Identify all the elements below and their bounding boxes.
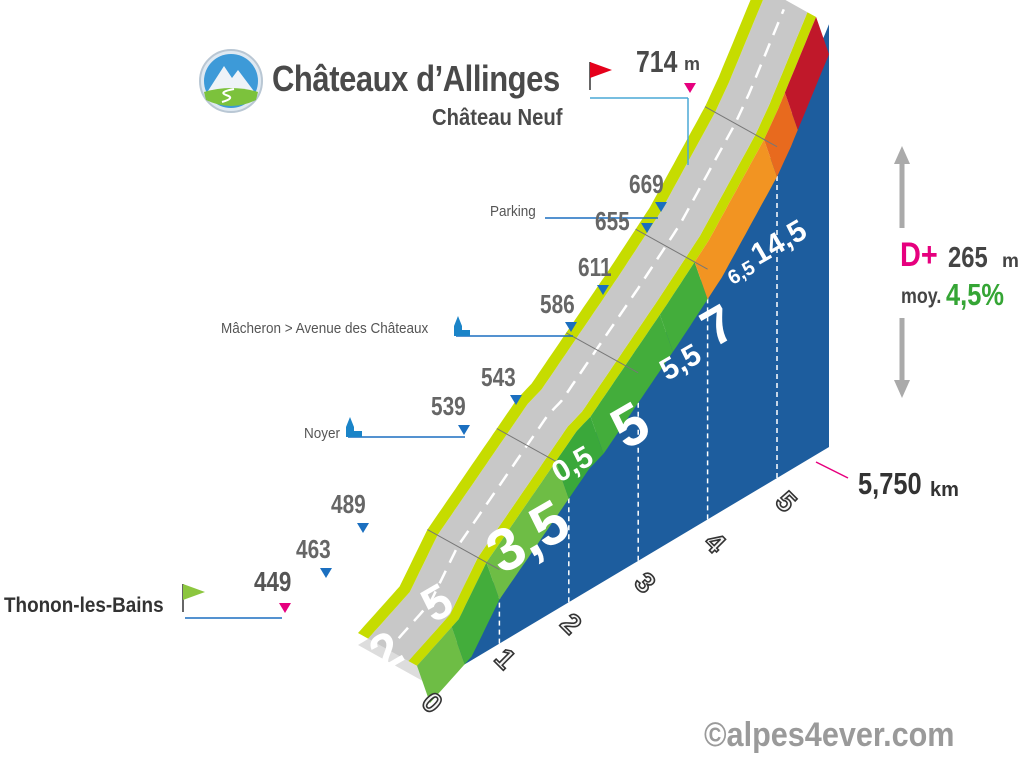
- waypoint-altitude: 543: [481, 362, 516, 392]
- start-flag-icon: [183, 584, 205, 600]
- waypoint-name-macheron: Mâcheron > Avenue des Châteaux: [221, 320, 429, 337]
- waypoint-marker: [320, 568, 332, 578]
- road-surface: [368, 0, 808, 661]
- elevation-gain-value: 265: [948, 242, 988, 274]
- road-centre-line: [397, 8, 785, 640]
- waypoint-marker: [357, 523, 369, 533]
- summit-altitude-unit: m: [684, 54, 701, 74]
- gradient-segment: [486, 461, 569, 600]
- elevation-arrow-up-head: [894, 146, 910, 164]
- mountain-logo-icon: [196, 48, 266, 114]
- gradient-segment: [784, 17, 829, 130]
- gradient-segment: [764, 92, 798, 177]
- copyright: ©alpes4ever.com: [704, 716, 955, 754]
- village-icon: [454, 316, 470, 336]
- average-gradient-value: 4,5%: [946, 277, 1004, 312]
- waypoint-altitude: 586: [540, 289, 575, 319]
- waypoint-altitude: 611: [578, 252, 612, 282]
- waypoint-name-parking: Parking: [490, 203, 536, 220]
- waypoint-altitude: 669: [629, 169, 664, 199]
- waypoint-altitude: 539: [431, 391, 466, 421]
- gradient-segment: [555, 416, 604, 499]
- gradient-segment: [417, 627, 465, 703]
- km-separator: [635, 228, 708, 270]
- waypoint-altitude: 655: [595, 206, 630, 236]
- waypoint-marker: [279, 603, 291, 613]
- village-icon: [346, 417, 362, 437]
- waypoint-altitude: 489: [331, 489, 366, 519]
- gradient-segment: [694, 139, 777, 300]
- waypoint-marker: [597, 285, 609, 295]
- km-separator: [427, 529, 500, 571]
- waypoint-altitude: 463: [296, 534, 331, 564]
- elevation-gain-label: D+: [900, 236, 938, 274]
- waypoint-marker: [458, 425, 470, 435]
- waypoint-marker: [641, 223, 653, 233]
- waypoint-marker: [565, 322, 577, 332]
- leader-line: [815, 461, 849, 479]
- elevation-gain-unit: m: [1002, 251, 1019, 272]
- profile-side-wall: [430, 24, 829, 685]
- start-altitude: 449: [254, 566, 292, 597]
- page-subtitle: Château Neuf: [432, 104, 563, 130]
- total-distance: 5,750: [858, 466, 922, 501]
- km-separator: [496, 428, 570, 470]
- elevation-arrow-down-head: [894, 380, 910, 398]
- finish-flag-icon: [590, 62, 612, 78]
- total-distance-unit: km: [930, 479, 959, 501]
- gradient-segment: [590, 314, 673, 454]
- summit-altitude: 714: [636, 44, 678, 79]
- average-gradient-label: moy.: [901, 285, 942, 308]
- waypoint-name-noyer: Noyer: [304, 425, 341, 442]
- start-name: Thonon-les-Bains: [4, 594, 164, 617]
- km-separator: [704, 106, 778, 148]
- waypoint-marker: [510, 395, 522, 405]
- gradient-segment: [451, 562, 500, 665]
- page-title: Châteaux d’Allinges: [272, 58, 560, 99]
- km-separator: [565, 332, 639, 374]
- waypoint-marker: [684, 83, 696, 93]
- gradient-segment: [659, 262, 708, 352]
- waypoint-marker: [655, 202, 667, 212]
